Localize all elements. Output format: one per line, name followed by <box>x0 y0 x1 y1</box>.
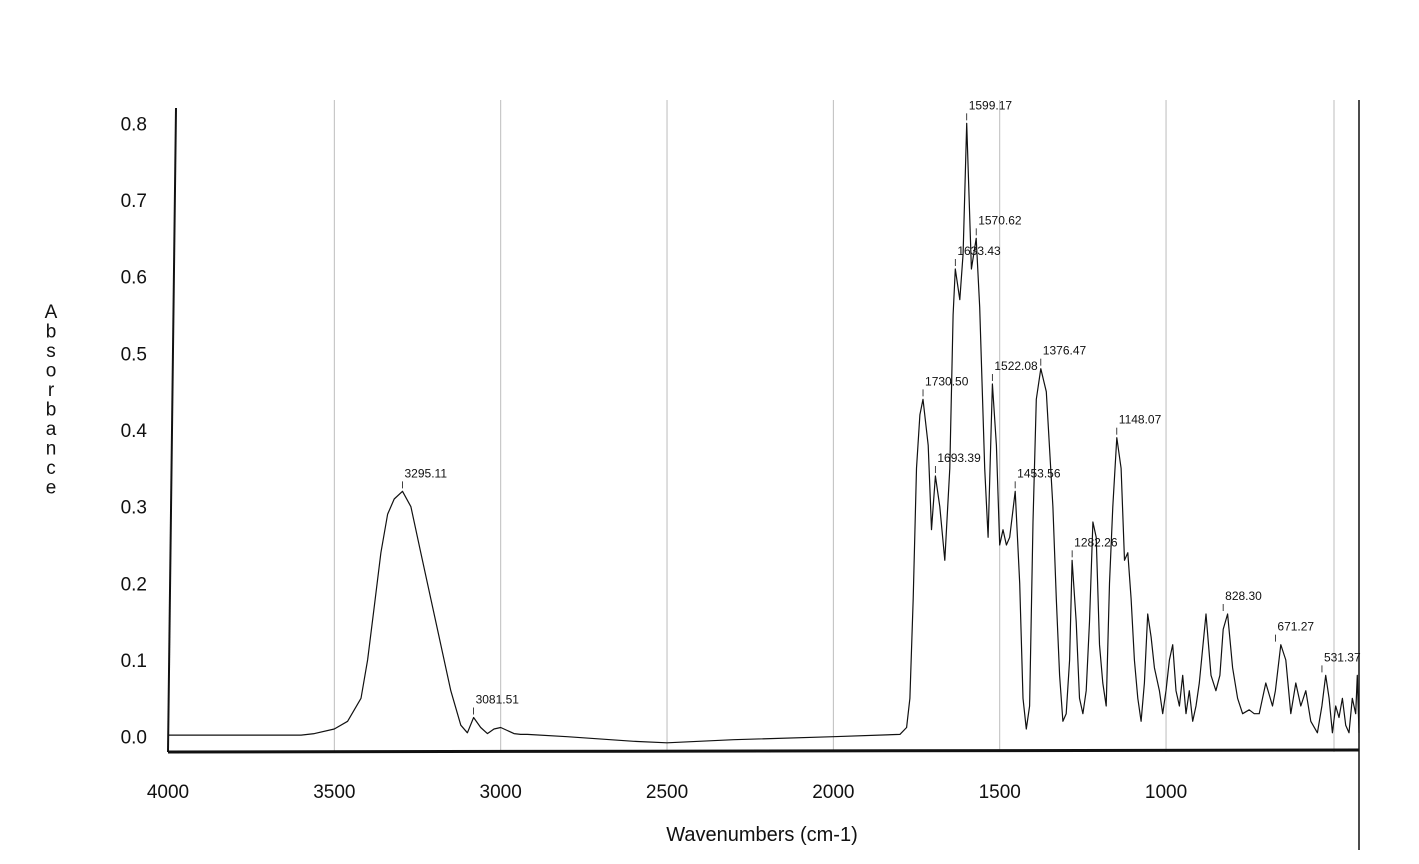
y-tick-label: 0.4 <box>121 421 148 442</box>
x-tick-labels: 4000 3500 3000 2500 2000 1500 1000 <box>147 782 1187 803</box>
y-tick-label: 0.5 <box>121 344 147 365</box>
x-tick-label: 4000 <box>147 782 189 803</box>
peak-label: 1633.43 <box>957 244 1001 258</box>
y-axis-title-letter: c <box>46 458 56 479</box>
y-axis-title-letter: r <box>48 380 55 401</box>
peak-label: 828.30 <box>1225 589 1262 603</box>
y-tick-label: 0.2 <box>121 574 147 595</box>
peak-label: 1453.56 <box>1017 466 1061 480</box>
peak-label: 3295.11 <box>405 466 448 480</box>
y-axis-title-letter: o <box>46 361 57 382</box>
peak-label: 1730.50 <box>925 374 969 388</box>
y-axis-title-letter: a <box>46 419 57 440</box>
x-tick-label: 1000 <box>1145 782 1187 803</box>
peak-label: 1570.62 <box>978 213 1022 227</box>
y-tick-labels: 0.0 0.1 0.2 0.3 0.4 0.5 0.6 0.7 0.8 <box>121 114 148 748</box>
x-tick-label: 3500 <box>313 782 355 803</box>
axes <box>167 100 1360 850</box>
vertical-grid <box>333 100 1335 752</box>
y-axis-line <box>167 107 177 753</box>
y-axis-title-letter: b <box>46 322 57 343</box>
x-tick-label: 2000 <box>812 782 854 803</box>
y-tick-label: 0.6 <box>121 268 147 289</box>
peak-label: 1522.08 <box>994 359 1038 373</box>
peak-label: 1148.07 <box>1119 413 1162 427</box>
spectrum-series <box>168 122 1360 744</box>
spectrum-line <box>168 122 1360 744</box>
peak-label: 1376.47 <box>1043 344 1087 358</box>
y-tick-label: 0.8 <box>121 114 147 135</box>
x-tick-label: 2500 <box>646 782 688 803</box>
y-axis-title-letter: n <box>46 439 57 460</box>
peak-label: 671.27 <box>1277 620 1314 634</box>
peak-label: 3081.51 <box>476 693 520 707</box>
y-tick-label: 0.3 <box>121 498 147 519</box>
y-axis-title-letter: b <box>46 400 57 421</box>
y-axis-title-letter: A <box>45 302 58 323</box>
peak-label: 1693.39 <box>937 451 981 465</box>
x-tick-label: 1500 <box>979 782 1021 803</box>
x-axis-title: Wavenumbers (cm-1) <box>666 824 858 846</box>
y-tick-label: 0.7 <box>121 191 147 212</box>
peak-label: 1282.26 <box>1074 535 1118 549</box>
peak-label: 1599.17 <box>969 98 1013 112</box>
x-axis-line <box>167 748 1360 754</box>
y-tick-label: 0.1 <box>121 651 147 672</box>
x-tick-label: 3000 <box>480 782 522 803</box>
peak-label: 531.37 <box>1324 650 1361 664</box>
y-axis-title-letter: e <box>46 478 57 499</box>
y-axis-title-letter: s <box>46 341 56 362</box>
peak-labels: 3295.11 3081.51 1730.50 1693.39 1633.43 1599.… <box>402 98 1361 715</box>
y-tick-label: 0.0 <box>121 728 147 749</box>
